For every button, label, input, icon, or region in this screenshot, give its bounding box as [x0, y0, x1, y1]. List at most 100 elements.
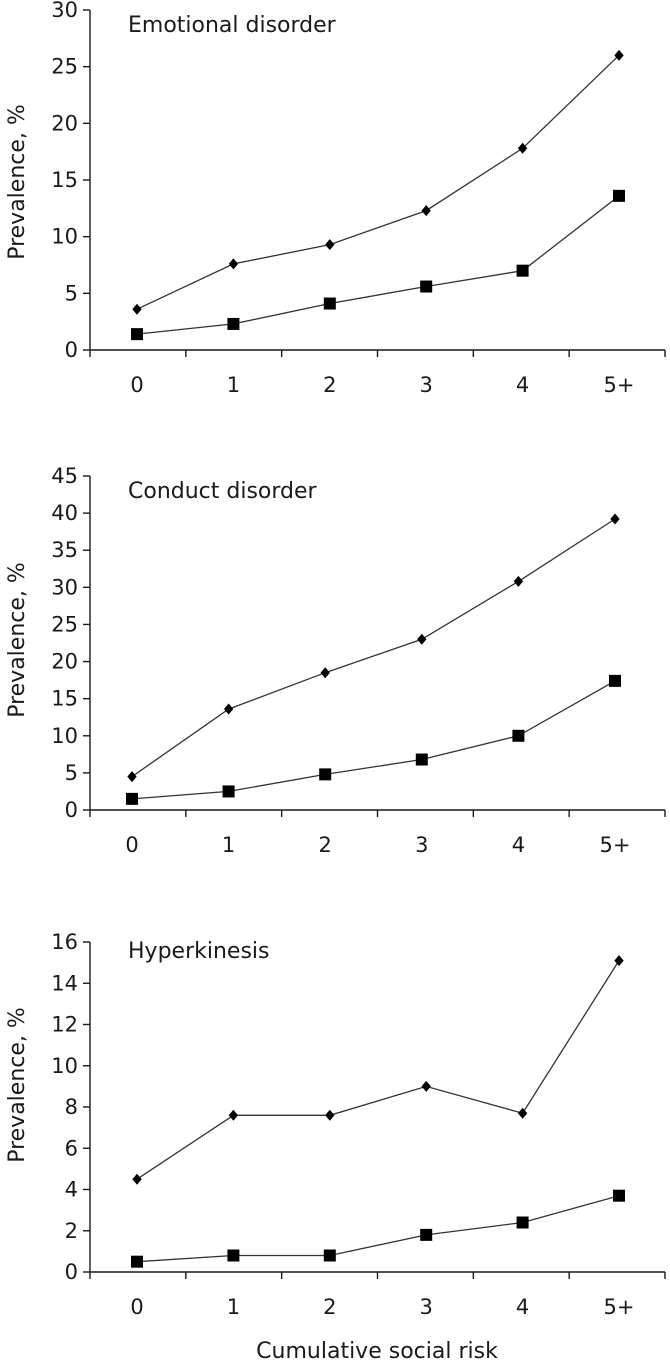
y-tick-label: 10: [51, 1054, 78, 1078]
diamond-marker: [320, 667, 330, 679]
y-tick-label: 5: [65, 281, 78, 305]
square-marker: [415, 753, 428, 766]
series-line-1: [136, 54, 620, 310]
panel-emotional-disorder: Emotional disorder Prevalence, % 0510152…: [5, 0, 666, 397]
y-tick-label: 8: [65, 1095, 78, 1119]
diamond-marker: [325, 239, 335, 251]
square-marker: [516, 1216, 529, 1229]
y-tick-label: 15: [51, 168, 78, 192]
square-marker: [323, 297, 336, 310]
chart-title: Conduct disorder: [128, 479, 318, 504]
x-tick-label: 1: [227, 373, 240, 397]
data-marks: [131, 955, 625, 1268]
y-tick-label: 20: [51, 111, 78, 135]
y-tick-label: 10: [51, 724, 78, 748]
panel-conduct-disorder: Conduct disorder Prevalence, % 051015202…: [5, 464, 666, 857]
square-marker: [126, 792, 138, 805]
series-line-2: [136, 195, 620, 335]
y-tick-label: 30: [51, 0, 78, 22]
square-marker: [613, 1189, 625, 1202]
panel-hyperkinesis: Hyperkinesis Prevalence, % 0246810121416…: [5, 930, 666, 1319]
diamond-marker: [513, 575, 524, 587]
x-tick-label: 0: [130, 373, 143, 397]
x-tick-label: 0: [125, 833, 138, 857]
y-tick-label: 0: [65, 1260, 78, 1284]
square-marker: [131, 328, 143, 341]
series-line-1: [131, 518, 616, 778]
y-tick-label: 25: [51, 55, 78, 79]
square-marker: [323, 1249, 336, 1262]
series-line-1: [136, 960, 620, 1180]
square-marker: [131, 1255, 143, 1268]
square-marker: [420, 280, 433, 293]
y-tick-label: 14: [51, 971, 78, 995]
y-tick-label: 20: [51, 650, 78, 674]
y-tick-label: 0: [65, 798, 78, 822]
x-tick-label: 0: [130, 1295, 143, 1319]
y-tick-label: 15: [51, 687, 78, 711]
x-axis-label: Cumulative social risk: [256, 1339, 498, 1364]
x-tick-label: 2: [323, 1295, 336, 1319]
diamond-marker: [610, 513, 620, 525]
square-marker: [516, 264, 529, 277]
data-marks: [131, 49, 625, 341]
x-tick-label: 3: [420, 373, 433, 397]
x-tick-label: 5+: [604, 373, 635, 397]
x-tick-label: 4: [512, 833, 525, 857]
square-marker: [512, 729, 525, 742]
chart-title: Emotional disorder: [128, 13, 337, 38]
square-marker: [319, 768, 332, 781]
x-tick-label: 2: [323, 373, 336, 397]
y-tick-label: 0: [65, 338, 78, 362]
diamond-marker: [132, 1173, 142, 1185]
y-axis-label: Prevalence, %: [5, 562, 30, 718]
diamond-marker: [325, 1109, 335, 1121]
diamond-marker: [132, 303, 142, 315]
diamond-marker: [614, 49, 624, 61]
x-tick-label: 5+: [600, 833, 631, 857]
y-tick-label: 25: [51, 612, 78, 636]
x-tick-label: 5+: [604, 1295, 635, 1319]
diamond-marker: [421, 205, 431, 217]
square-marker: [227, 1249, 240, 1262]
y-tick-label: 40: [51, 501, 78, 525]
y-tick-label: 10: [51, 225, 78, 249]
y-axis-label: Prevalence, %: [5, 104, 30, 260]
y-tick-label: 5: [65, 761, 78, 785]
square-marker: [613, 189, 625, 202]
data-marks: [126, 513, 621, 805]
diamond-marker: [517, 1107, 528, 1119]
diamond-marker: [417, 633, 427, 645]
square-marker: [222, 785, 235, 798]
x-tick-label: 4: [516, 373, 529, 397]
square-marker: [227, 317, 240, 330]
diamond-marker: [517, 142, 528, 154]
y-axis-label: Prevalence, %: [5, 1007, 30, 1163]
x-tick-label: 4: [516, 1295, 529, 1319]
y-tick-label: 45: [51, 464, 78, 488]
diamond-marker: [127, 771, 137, 783]
diamond-marker: [223, 703, 234, 715]
y-tick-label: 35: [51, 538, 78, 562]
series-line-2: [136, 1195, 620, 1263]
diamond-marker: [228, 1109, 239, 1121]
y-tick-label: 16: [51, 930, 78, 954]
y-tick-label: 30: [51, 575, 78, 599]
axes: 0 5 10 15 20 25 30 0 1 2 3 4 5+: [51, 0, 666, 397]
y-tick-label: 12: [51, 1013, 78, 1037]
x-tick-label: 1: [227, 1295, 240, 1319]
y-tick-label: 2: [65, 1219, 78, 1243]
diamond-marker: [421, 1080, 431, 1092]
square-marker: [609, 674, 621, 687]
square-marker: [420, 1228, 433, 1241]
x-tick-label: 3: [420, 1295, 433, 1319]
chart-title: Hyperkinesis: [128, 939, 269, 964]
diamond-marker: [228, 258, 239, 270]
x-tick-label: 2: [319, 833, 332, 857]
series-line-2: [131, 680, 616, 800]
x-tick-label: 3: [415, 833, 428, 857]
y-tick-label: 6: [65, 1136, 78, 1160]
x-tick-label: 1: [222, 833, 235, 857]
